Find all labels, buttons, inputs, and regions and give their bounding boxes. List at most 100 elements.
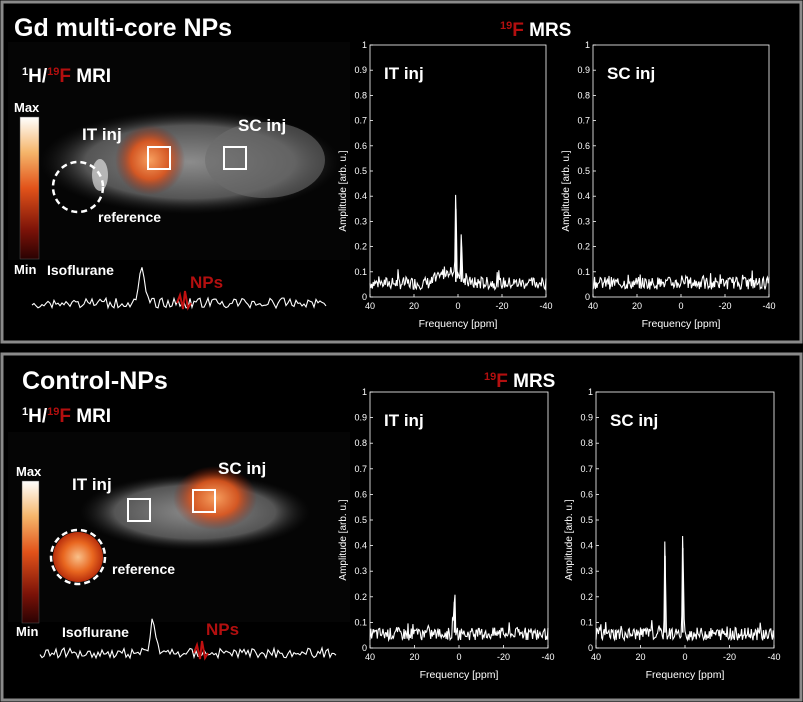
y-tick-label: 0.6 <box>354 141 367 151</box>
colorbar-min-label: Min <box>14 262 36 277</box>
nps-label: NPs <box>190 273 223 292</box>
y-tick-label: 0.4 <box>580 541 593 551</box>
y-tick-label: 0.9 <box>577 65 590 75</box>
nps-label: NPs <box>206 620 239 639</box>
y-tick-label: 0.3 <box>577 216 590 226</box>
y-tick-label: 0 <box>362 292 367 302</box>
y-tick-label: 1 <box>585 40 590 50</box>
x-tick-label: -20 <box>495 301 508 311</box>
mrs-plot: SC inj 0 0.1 0.2 0.3 0.4 0.5 0.6 0.7 0.8 0.9 1 40 20 0… <box>561 40 776 330</box>
mri-spectrum-nps-peak <box>176 290 192 311</box>
y-tick-label: 0.8 <box>354 90 367 100</box>
x-tick-label: -40 <box>762 301 775 311</box>
x-tick-label: 20 <box>632 301 642 311</box>
mouse-head <box>205 122 325 198</box>
mrs-plot: IT inj 0 0.1 0.2 0.3 0.4 0.5 0.6 0.7 0.8 0.9 1 40 20 0… <box>338 387 555 681</box>
y-tick-label: 0 <box>585 292 590 302</box>
reference-label: reference <box>98 209 161 225</box>
panel-title: Gd multi-core NPs <box>14 14 232 42</box>
y-tick-label: 0.5 <box>354 166 367 176</box>
it-roi-box <box>147 146 171 170</box>
y-tick-label: 0.8 <box>354 438 367 448</box>
isoflurane-label: Isoflurane <box>47 262 114 278</box>
plot-frame <box>369 391 549 649</box>
y-tick-label: 0.9 <box>354 65 367 75</box>
mri-spectrum-trace <box>31 267 327 310</box>
mrs-label: 19F MRS <box>484 371 555 392</box>
colorbar-min-label: Min <box>16 624 38 639</box>
mrs-plot: IT inj 0 0.1 0.2 0.3 0.4 0.5 0.6 0.7 0.8 0.9 1 40 20 0… <box>338 40 553 330</box>
panel-control-nps: Control-NPs 1H/19F MRI 19F MRS Max Min I… <box>0 352 803 702</box>
y-tick-label: 0.8 <box>577 90 590 100</box>
reference-circle <box>49 528 107 586</box>
spectrum-trace <box>595 535 775 642</box>
colorbar <box>21 480 40 624</box>
x-tick-label: 0 <box>456 652 461 662</box>
y-tick-label: 0.2 <box>354 592 367 602</box>
y-tick-label: 0.2 <box>580 592 593 602</box>
x-tick-label: -40 <box>541 652 554 662</box>
x-tick-label: -40 <box>539 301 552 311</box>
y-tick-label: 0.7 <box>354 464 367 474</box>
y-tick-label: 0.1 <box>580 617 593 627</box>
x-tick-label: 20 <box>635 652 645 662</box>
x-tick-label: 0 <box>678 301 683 311</box>
y-tick-label: 0.7 <box>577 116 590 126</box>
y-axis-label: Amplitude [arb. u.] <box>564 499 575 580</box>
colorbar <box>19 116 40 260</box>
x-axis-label: Frequency [ppm] <box>642 318 721 330</box>
it-inj-label: IT inj <box>72 475 112 494</box>
it-hotspot <box>115 125 185 195</box>
plot-title: SC inj <box>610 411 658 430</box>
it-inj-label: IT inj <box>82 125 122 144</box>
y-tick-label: 0.5 <box>354 515 367 525</box>
y-tick-label: 0.2 <box>354 242 367 252</box>
y-axis-label: Amplitude [arb. u.] <box>561 150 572 231</box>
x-axis-label: Frequency [ppm] <box>420 669 499 681</box>
y-tick-label: 1 <box>362 387 367 397</box>
y-tick-label: 0.9 <box>354 413 367 423</box>
y-tick-label: 0.7 <box>580 464 593 474</box>
y-tick-label: 0.1 <box>354 267 367 277</box>
reference-label: reference <box>112 561 175 577</box>
y-tick-label: 0.3 <box>354 216 367 226</box>
sc-inj-label: SC inj <box>218 459 266 478</box>
mri-image <box>8 432 350 622</box>
panel-frame <box>0 352 803 702</box>
y-tick-label: 0.6 <box>580 489 593 499</box>
colorbar-max-label: Max <box>16 464 42 479</box>
sc-inj-label: SC inj <box>238 116 286 135</box>
y-tick-label: 0.9 <box>580 413 593 423</box>
x-tick-label: 0 <box>682 652 687 662</box>
reference-circle <box>51 160 105 214</box>
y-tick-label: 0.1 <box>354 617 367 627</box>
y-tick-label: 1 <box>362 40 367 50</box>
mri-spectrum-trace <box>39 618 337 660</box>
isoflurane-label: Isoflurane <box>62 624 129 640</box>
x-axis-label: Frequency [ppm] <box>419 318 498 330</box>
plot-title: SC inj <box>607 64 655 83</box>
y-tick-label: 0.4 <box>577 191 590 201</box>
mrs-plots: IT inj 0 0.1 0.2 0.3 0.4 0.5 0.6 0.7 0.8 0.9 1 40 20 0… <box>338 40 781 681</box>
x-tick-label: -20 <box>497 652 510 662</box>
mri-image <box>8 42 350 260</box>
y-tick-label: 0.2 <box>577 242 590 252</box>
y-axis-label: Amplitude [arb. u.] <box>338 150 349 231</box>
y-tick-label: 0.4 <box>354 541 367 551</box>
mri-label: 1H/19F MRI <box>22 406 111 427</box>
panel-frame <box>0 0 803 344</box>
y-tick-label: 0.5 <box>580 515 593 525</box>
y-tick-label: 0 <box>362 643 367 653</box>
y-tick-label: 0.7 <box>354 116 367 126</box>
y-tick-label: 1 <box>588 387 593 397</box>
colorbar-max-label: Max <box>14 100 40 115</box>
x-tick-label: 40 <box>591 652 601 662</box>
sc-roi-box <box>223 146 247 170</box>
it-roi-box <box>127 498 151 522</box>
x-tick-label: -20 <box>723 652 736 662</box>
sc-roi-box <box>192 489 216 513</box>
plot-frame <box>595 391 775 649</box>
y-tick-label: 0.1 <box>577 267 590 277</box>
x-tick-label: 20 <box>409 652 419 662</box>
